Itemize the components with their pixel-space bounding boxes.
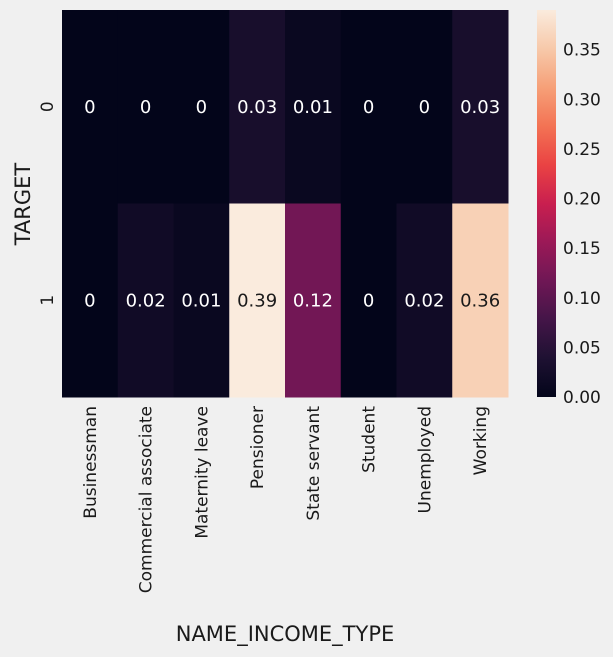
heatmap-cell-label-0-1: 0 — [140, 97, 151, 118]
heatmap-cell-label-0-2: 0 — [196, 97, 207, 118]
heatmap-cell-label-1-0: 0 — [84, 290, 95, 311]
colorbar-tick-label-1: 0.05 — [563, 338, 601, 358]
colorbar-tick-label-3: 0.15 — [563, 239, 601, 259]
colorbar: 0.00 0.05 0.10 0.15 0.20 0.25 0.30 0.35 — [537, 10, 601, 408]
heatmap-cell-1-2 — [173, 203, 230, 398]
heatmap-cell-1-5 — [340, 203, 397, 398]
heatmap-cell-label-1-7: 0.36 — [460, 290, 500, 311]
heatmap-cell-label-1-6: 0.02 — [404, 290, 444, 311]
y-axis-label: TARGET — [11, 163, 35, 247]
y-tick-labels: 01 — [38, 101, 58, 305]
heatmap-cell-label-0-5: 0 — [363, 97, 374, 118]
heatmap-cell-1-6 — [396, 203, 453, 398]
x-axis-label: NAME_INCOME_TYPE — [176, 622, 395, 647]
colorbar-tick-label-0: 0.00 — [563, 388, 601, 408]
x-tick-label-3: Pensioner — [248, 406, 268, 489]
heatmap-cell-0-3 — [229, 10, 286, 204]
heatmap-cell-label-0-6: 0 — [419, 97, 430, 118]
colorbar-gradient — [537, 10, 556, 397]
colorbar-tick-label-2: 0.10 — [563, 289, 601, 309]
heatmap-cell-1-1 — [117, 203, 174, 398]
heatmap-cell-label-0-4: 0.01 — [293, 97, 333, 118]
heatmap-cell-label-1-5: 0 — [363, 290, 374, 311]
heatmap-cell-labels: 0 0 0 0.03 0.01 0 0 0.03 0 0.02 0.01 0.39 0.12 0 0.02 0… — [84, 97, 500, 312]
colorbar-tick-label-6: 0.30 — [563, 90, 601, 110]
heatmap-cell-label-1-4: 0.12 — [293, 290, 333, 311]
heatmap-cell-label-0-7: 0.03 — [460, 97, 500, 118]
x-tick-label-2: Maternity leave — [192, 406, 212, 539]
x-tick-label-6: Unemployed — [415, 406, 435, 513]
heatmap-cell-label-0-3: 0.03 — [237, 97, 277, 118]
x-tick-label-4: State servant — [304, 406, 324, 521]
heatmap-cell-1-3 — [229, 203, 286, 398]
heatmap-cell-1-0 — [62, 203, 119, 398]
x-tick-label-7: Working — [471, 406, 491, 475]
heatmap-cell-0-0 — [62, 10, 119, 204]
colorbar-tick-label-4: 0.20 — [563, 190, 601, 210]
heatmap-cell-label-1-2: 0.01 — [181, 290, 221, 311]
heatmap-cell-label-0-0: 0 — [84, 97, 95, 118]
heatmap-cell-0-6 — [396, 10, 453, 204]
x-tick-label-0: Businessman — [81, 406, 101, 519]
heatmap-cell-0-4 — [285, 10, 342, 204]
heatmap-cell-label-1-1: 0.02 — [126, 290, 166, 311]
x-tick-label-1: Commercial associate — [137, 406, 157, 593]
colorbar-tick-label-7: 0.35 — [563, 41, 601, 61]
heatmap-cell-0-2 — [173, 10, 230, 204]
heatmap-cell-0-5 — [340, 10, 397, 204]
heatmap-cell-label-1-3: 0.39 — [237, 290, 277, 311]
y-tick-label-0: 0 — [38, 101, 58, 112]
x-tick-label-5: Student — [360, 406, 380, 473]
heatmap-cells — [62, 10, 509, 398]
heatmap-cell-1-4 — [285, 203, 342, 398]
heatmap-cell-0-1 — [117, 10, 174, 204]
heatmap-cell-0-7 — [452, 10, 509, 204]
x-tick-labels: Businessman Commercial associate Maternity… — [81, 406, 491, 594]
heatmap-cell-1-7 — [452, 203, 509, 398]
y-tick-label-1: 1 — [38, 295, 58, 306]
colorbar-tick-label-5: 0.25 — [563, 140, 601, 160]
